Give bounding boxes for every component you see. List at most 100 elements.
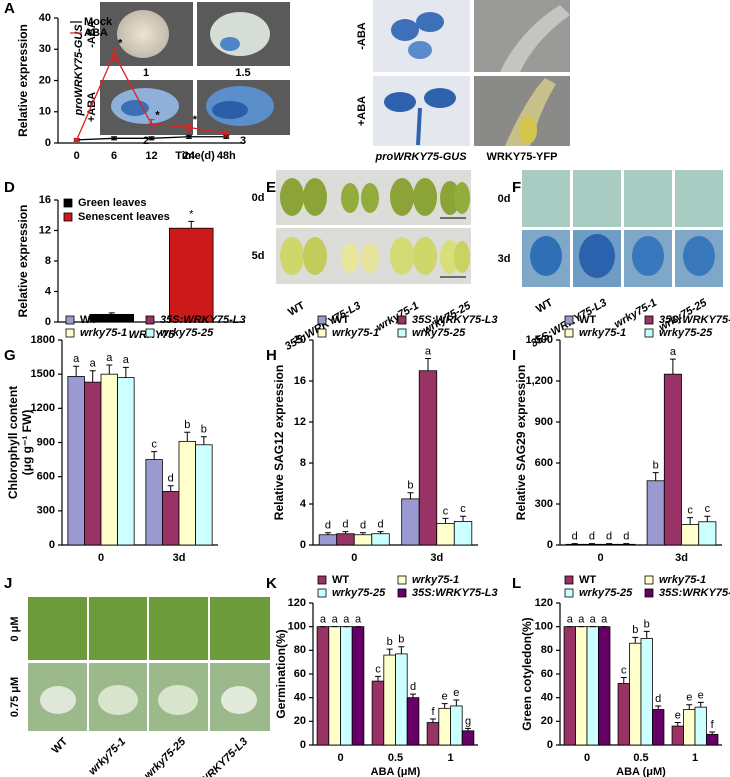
error-bar xyxy=(167,485,174,492)
y-tick-label: 0 xyxy=(45,316,51,328)
y-tick-label: 60 xyxy=(294,668,306,680)
row-label: 5d xyxy=(252,250,265,262)
error-bar xyxy=(442,517,449,524)
error-bar xyxy=(89,370,96,383)
bar xyxy=(168,227,214,323)
significance-letter: * xyxy=(189,208,194,220)
significance-letter: d xyxy=(168,473,174,485)
error-bar xyxy=(623,543,630,545)
legend-label: WT xyxy=(80,314,97,326)
bar xyxy=(162,491,180,546)
y-tick-label: 600 xyxy=(535,457,553,469)
significance: * xyxy=(118,38,123,50)
significance-letter: a xyxy=(73,353,80,365)
row-label: -ABA xyxy=(356,22,368,50)
x-axis-label: ABA (μM) xyxy=(616,766,666,777)
y-tick-label: 16 xyxy=(294,375,306,387)
y-tick-label: 0 xyxy=(300,739,306,751)
y-tick-label: 0 xyxy=(45,137,51,149)
legend-marker xyxy=(145,315,155,325)
legend-label: ABA xyxy=(84,27,108,39)
significance-letter: a xyxy=(578,614,585,626)
bar xyxy=(438,707,451,746)
significance-letter: a xyxy=(90,358,97,370)
y-tick-label: 12 xyxy=(294,416,306,428)
y-tick-label: 300 xyxy=(535,498,553,510)
y-tick-label: 100 xyxy=(535,621,553,633)
error-bar xyxy=(687,517,694,525)
error-bar xyxy=(588,543,595,545)
bar xyxy=(663,373,682,546)
legend-marker xyxy=(65,328,75,338)
legend-label: wrky75-1 xyxy=(80,327,127,339)
y-tick-label: 1800 xyxy=(31,334,55,346)
y-axis-label: Chlorophyll content xyxy=(6,386,20,499)
panel-label: E xyxy=(266,179,276,196)
y-axis-label: Relative SAG12 expression xyxy=(272,365,286,520)
bar xyxy=(450,705,463,746)
legend-label: wrky75-25 xyxy=(160,327,214,339)
error-bar xyxy=(655,705,662,710)
error-bar xyxy=(151,451,158,460)
significance-letter: c xyxy=(460,503,466,515)
significance-letter: e xyxy=(686,692,692,704)
legend-marker xyxy=(644,315,654,325)
bar xyxy=(318,534,338,546)
x-tick-label: 3d xyxy=(675,552,688,564)
error-bar xyxy=(704,515,711,522)
error-bar xyxy=(122,366,129,378)
legend-label: WT xyxy=(579,314,596,326)
legend-label: Green leaves xyxy=(78,197,147,209)
legend-marker xyxy=(397,315,407,325)
legend-marker xyxy=(317,575,327,585)
legend-label: 35S:WRKY75-L3 xyxy=(412,587,498,599)
bar xyxy=(646,480,665,546)
y-tick-label: 8 xyxy=(45,255,51,267)
legend-label: WT xyxy=(332,314,349,326)
legend-label: wrky75-1 xyxy=(579,327,626,339)
bar xyxy=(617,683,630,746)
panel-label: K xyxy=(266,575,277,592)
legend-label: 35S:WRKY75-L3 xyxy=(659,587,730,599)
error-bar xyxy=(632,636,639,644)
y-axis-label: Relative expression xyxy=(16,205,30,318)
bar xyxy=(671,725,684,746)
x-tick-label: 3d xyxy=(430,552,443,564)
x-tick-label: 6 xyxy=(111,150,117,162)
bar xyxy=(453,521,473,546)
axis-label: Time(d) xyxy=(175,150,215,162)
significance-letter: c xyxy=(687,505,693,517)
error-bar xyxy=(465,727,472,731)
x-tick-label: 0.5 xyxy=(388,752,403,764)
row-label: -ABA xyxy=(86,20,98,48)
y-tick-label: 4 xyxy=(300,498,307,510)
genotype-label: wrky75-1 xyxy=(612,297,659,331)
error-bar xyxy=(324,532,331,535)
significance-letter: a xyxy=(567,614,574,626)
panel-label: L xyxy=(512,575,521,592)
error-bar xyxy=(643,630,650,639)
x-tick-label: 0 xyxy=(337,752,343,764)
legend-label: wrky75-25 xyxy=(332,587,386,599)
bar xyxy=(328,626,341,746)
bar xyxy=(353,534,373,546)
significance-letter: d xyxy=(360,520,366,532)
y-tick-label: 900 xyxy=(37,436,55,448)
legend-label: WT xyxy=(332,574,349,586)
bar xyxy=(340,626,353,746)
error-bar xyxy=(410,693,417,698)
y-tick-label: 1,200 xyxy=(525,375,553,387)
time-label: 1.5 xyxy=(235,67,250,79)
time-label: 1 xyxy=(143,67,149,79)
bar xyxy=(617,543,636,546)
x-tick-label: 0 xyxy=(597,552,603,564)
bar xyxy=(371,533,390,546)
significance-letter: b xyxy=(644,618,650,630)
panel-label: G xyxy=(4,347,16,364)
significance-letter: b xyxy=(632,624,638,636)
photo-grid xyxy=(28,597,270,731)
panel-label: J xyxy=(4,575,12,592)
row-label: +ABA xyxy=(356,96,368,126)
y-tick-label: 100 xyxy=(288,621,306,633)
